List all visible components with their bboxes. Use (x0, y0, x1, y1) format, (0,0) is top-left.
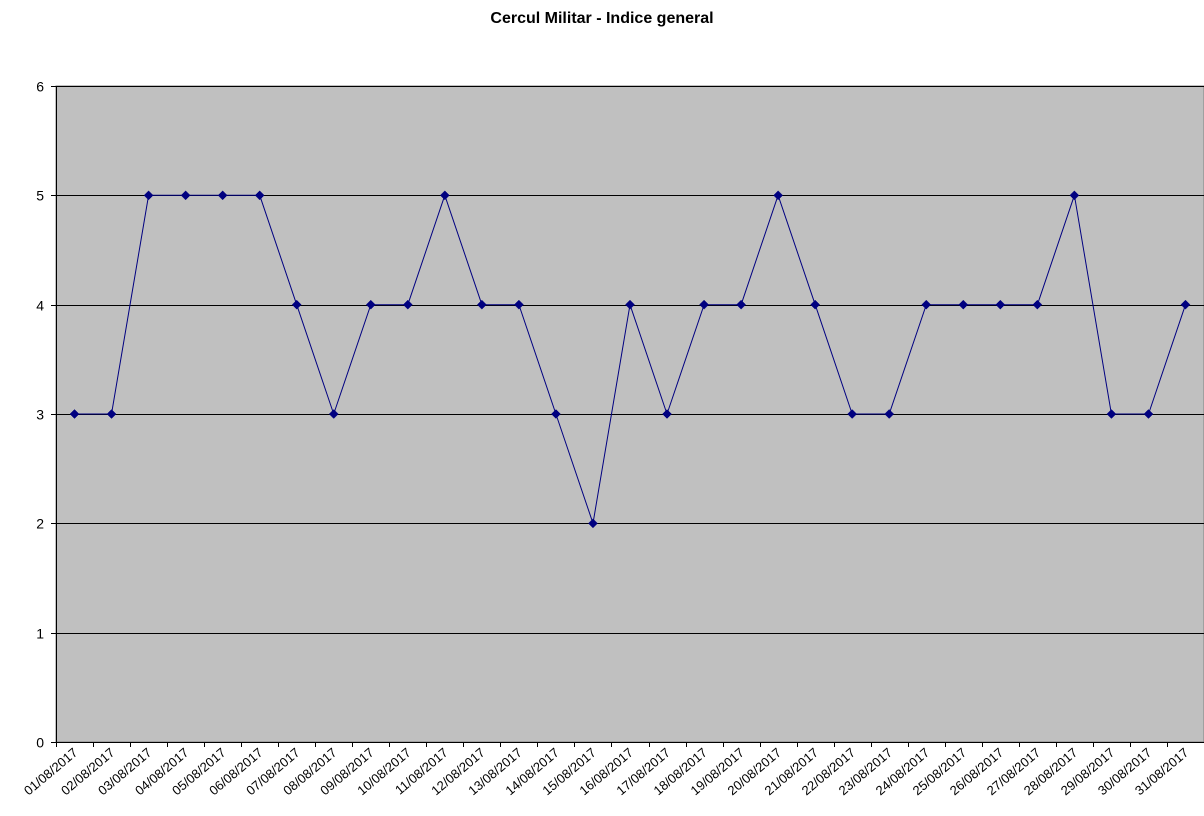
data-point (514, 299, 524, 310)
y-tick-label: 0 (36, 735, 44, 751)
y-tick-label: 3 (36, 407, 44, 423)
data-point (143, 190, 154, 201)
data-point (588, 518, 598, 529)
data-point (995, 299, 1006, 310)
data-point (477, 299, 487, 310)
data-point (810, 299, 821, 310)
y-tick-label: 2 (36, 516, 44, 532)
data-point (106, 409, 117, 419)
data-point (217, 190, 228, 201)
y-axis-ticks: 0 1 2 3 4 5 6 (36, 79, 56, 751)
data-point (254, 190, 265, 201)
data-point (958, 299, 969, 310)
data-point (884, 409, 895, 419)
data-point (291, 299, 302, 310)
data-point (365, 299, 376, 310)
y-tick-label: 4 (36, 298, 44, 314)
data-point (328, 409, 339, 419)
data-point (1069, 190, 1080, 201)
data-point (662, 409, 672, 419)
data-point (1032, 299, 1043, 310)
data-point (625, 299, 635, 310)
data-point (402, 299, 413, 310)
data-point (180, 190, 191, 201)
data-point (551, 409, 561, 419)
data-point (69, 409, 80, 419)
data-point (439, 190, 450, 201)
y-tick-label: 5 (36, 188, 44, 204)
data-point (921, 299, 932, 310)
data-point (1143, 409, 1154, 419)
y-tick-label: 1 (36, 626, 44, 642)
x-axis-ticks: 01/08/201702/08/201703/08/201704/08/2017… (21, 742, 1191, 798)
data-point (699, 299, 709, 310)
data-point (1106, 409, 1117, 419)
data-point (773, 190, 783, 201)
axes (56, 86, 1204, 743)
y-tick-label: 6 (36, 79, 44, 95)
data-point (1180, 299, 1191, 310)
data-point (847, 409, 858, 419)
data-point (736, 299, 746, 310)
series-layer (69, 190, 1191, 529)
chart-title: Cercul Militar - Indice general (490, 10, 714, 27)
